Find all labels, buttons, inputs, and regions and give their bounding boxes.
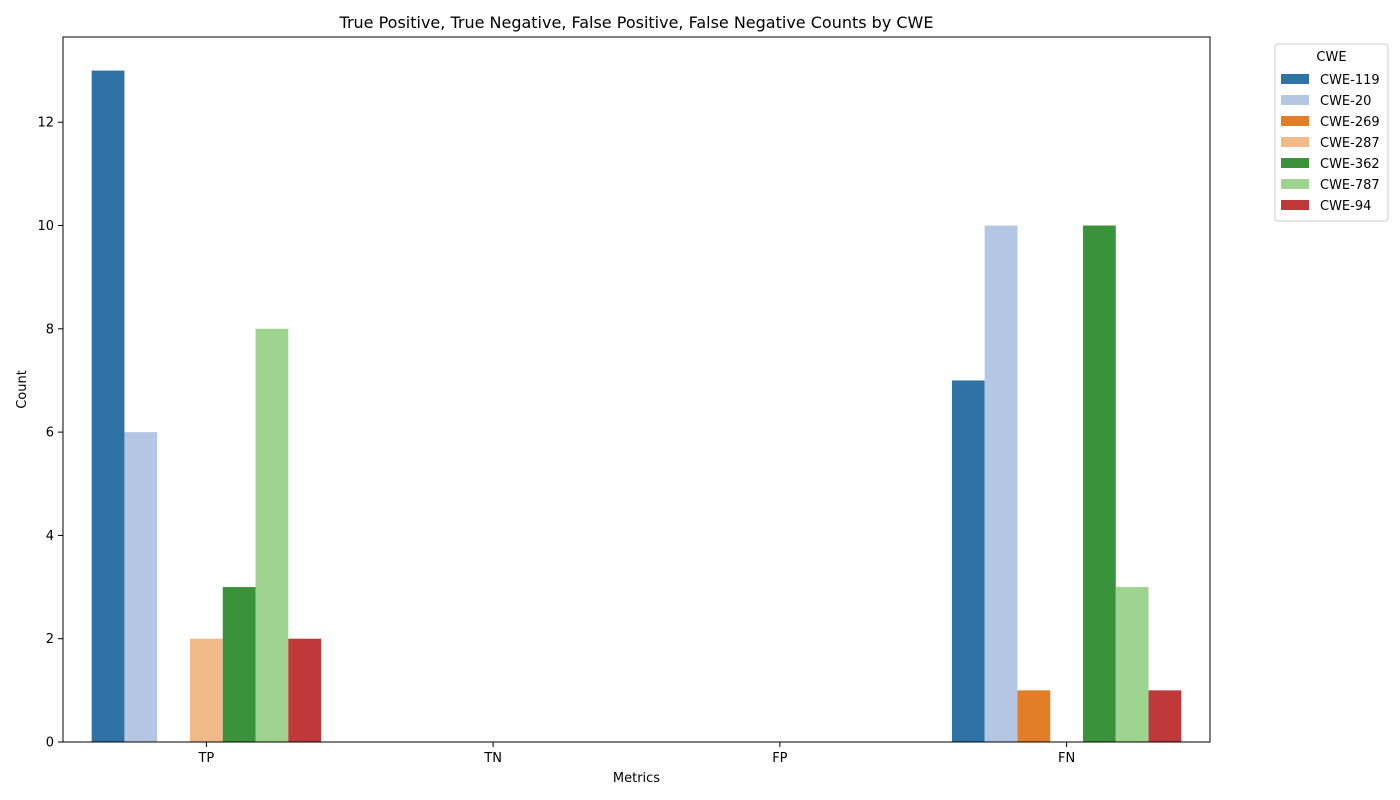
x-axis: TP TN FP FN — [197, 742, 1075, 766]
bar-cwe-20-fn — [984, 225, 1018, 742]
y-axis: 0 2 4 6 8 10 12 — [37, 116, 63, 751]
y-axis-title: Count — [15, 370, 30, 409]
bar-cwe-269-fn — [1017, 690, 1051, 742]
legend-label-cwe-287: CWE-287 — [1320, 136, 1380, 151]
chart-title: True Positive, True Negative, False Posi… — [339, 13, 934, 32]
legend-label-cwe-20: CWE-20 — [1320, 94, 1371, 109]
y-tick-label: 8 — [46, 322, 54, 337]
legend-swatch-cwe-787 — [1281, 179, 1309, 189]
legend-label-cwe-787: CWE-787 — [1320, 178, 1380, 193]
legend-swatch-cwe-20 — [1281, 95, 1309, 105]
legend-label-cwe-94: CWE-94 — [1320, 199, 1371, 214]
legend-swatch-cwe-94 — [1281, 200, 1309, 210]
bar-cwe-94-tp — [288, 638, 322, 742]
legend-swatch-cwe-119 — [1281, 74, 1309, 84]
bar-cwe-119-tp — [91, 70, 125, 743]
legend-label-cwe-269: CWE-269 — [1320, 115, 1380, 130]
legend-swatch-cwe-362 — [1281, 158, 1309, 168]
bar-cwe-362-fn — [1083, 225, 1116, 742]
bar-cwe-287-tp — [189, 638, 223, 742]
y-tick-label: 4 — [46, 529, 54, 544]
legend-title: CWE — [1316, 50, 1346, 65]
bar-cwe-119-fn — [951, 380, 985, 742]
x-tick-label: TN — [483, 751, 502, 766]
x-tick-label: FN — [1058, 751, 1075, 766]
x-tick-label: FP — [772, 751, 787, 766]
bar-cwe-20-tp — [124, 432, 158, 742]
x-axis-title: Metrics — [613, 771, 660, 786]
bars-layer — [91, 70, 1182, 743]
bar-cwe-787-fn — [1115, 587, 1149, 742]
legend-swatch-cwe-269 — [1281, 116, 1309, 126]
y-tick-label: 2 — [46, 632, 54, 647]
legend-label-cwe-362: CWE-362 — [1320, 157, 1380, 172]
legend-swatch-cwe-287 — [1281, 137, 1309, 147]
y-tick-label: 0 — [46, 736, 54, 751]
bar-cwe-362-tp — [222, 587, 256, 742]
legend-frame — [1274, 43, 1389, 222]
x-tick-label: TP — [197, 751, 214, 766]
legend-items: CWE-119 CWE-20 CWE-269 CWE-287 CWE-362 CWE-78… — [1281, 73, 1380, 214]
legend-label-cwe-119: CWE-119 — [1320, 73, 1380, 88]
legend: CWE CWE-119CWE-20CWE-269CWE-287CWE-362CW… — [1274, 43, 1389, 222]
bar-cwe-94-fn — [1148, 690, 1182, 742]
bar-cwe-787-tp — [255, 328, 289, 742]
plot-frame — [62, 36, 1211, 743]
y-tick-label: 12 — [37, 116, 54, 131]
y-tick-label: 10 — [37, 219, 54, 234]
y-tick-label: 6 — [46, 426, 54, 441]
